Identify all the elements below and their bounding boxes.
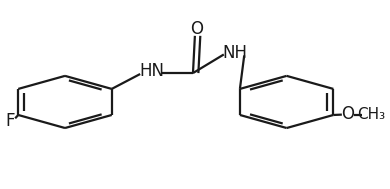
Text: NH: NH bbox=[223, 44, 248, 62]
Text: O: O bbox=[190, 20, 203, 38]
Text: CH₃: CH₃ bbox=[357, 107, 385, 122]
Text: F: F bbox=[5, 112, 14, 130]
Text: HN: HN bbox=[139, 62, 164, 80]
Text: O: O bbox=[342, 105, 355, 123]
